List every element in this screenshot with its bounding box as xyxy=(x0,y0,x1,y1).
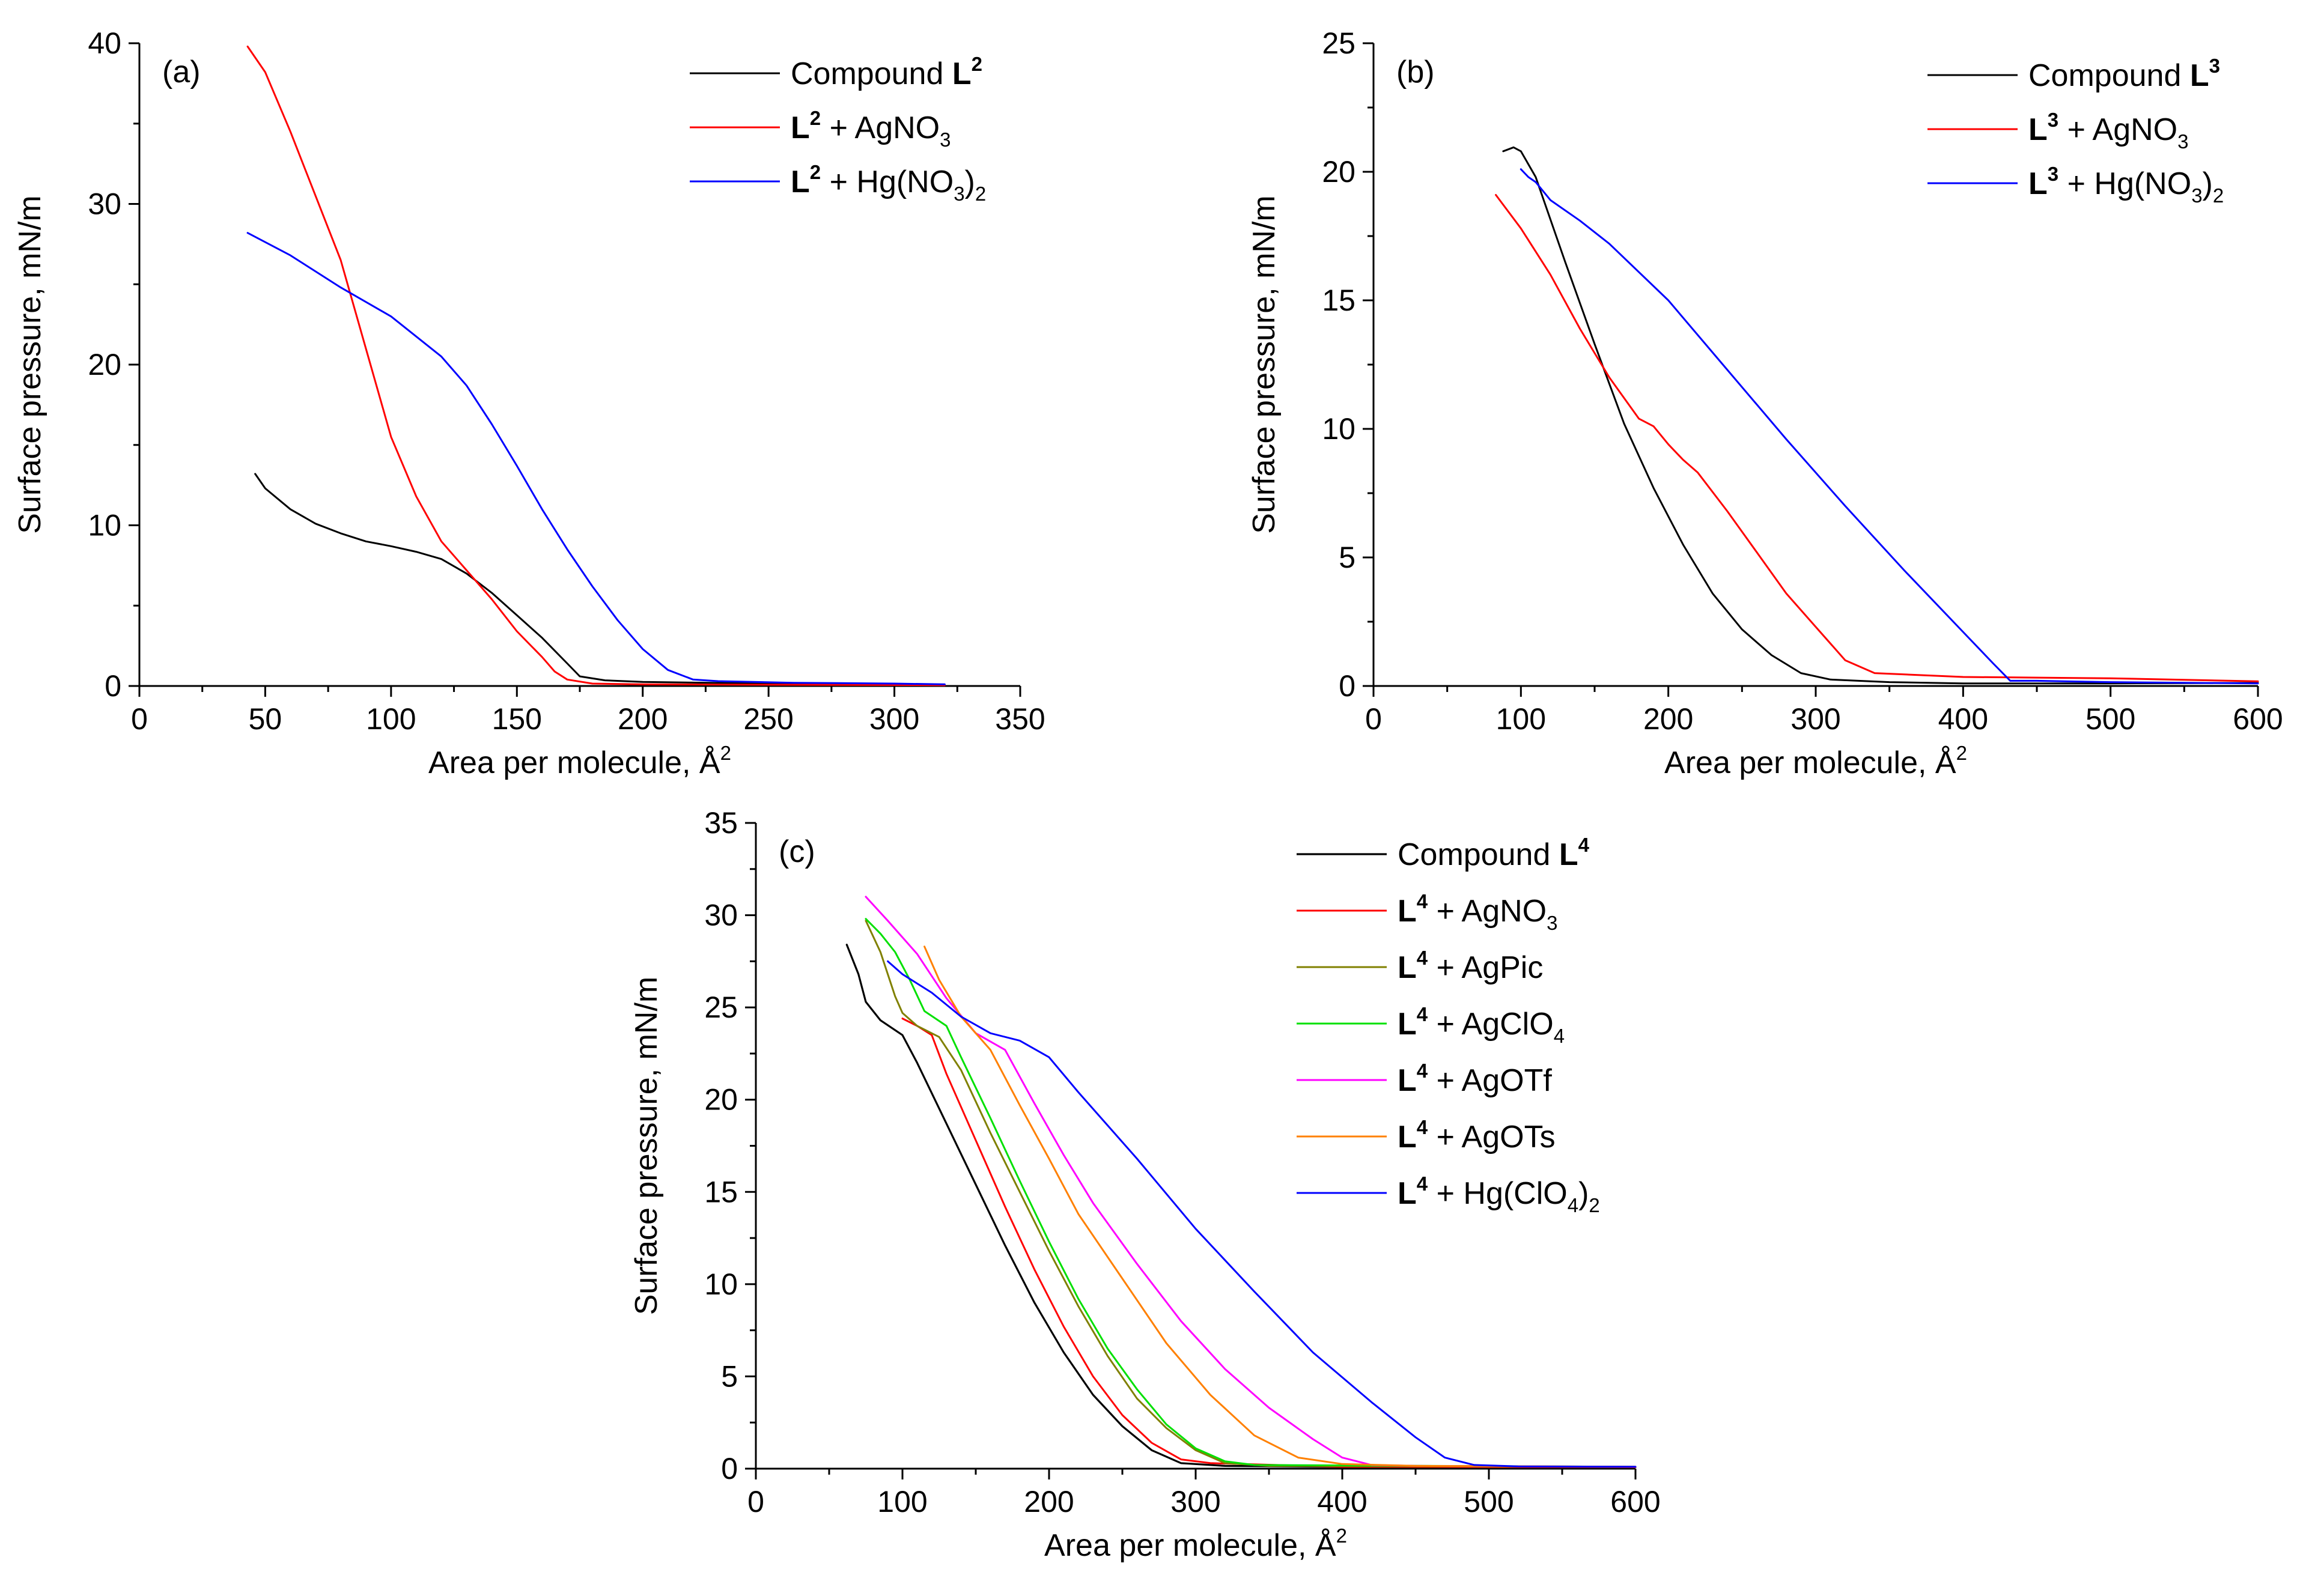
legend-label: L3 + AgNO3 xyxy=(2028,109,2188,153)
x-axis-label: Area per molecule, Å2 xyxy=(428,742,731,780)
x-tick-label: 150 xyxy=(492,702,542,736)
series-line-1 xyxy=(845,944,1637,1469)
y-axis-label: Surface pressure, mN/m xyxy=(1247,195,1282,534)
series-line-4 xyxy=(865,918,1637,1468)
x-tick-label: 0 xyxy=(747,1485,764,1519)
x-tick-label: 50 xyxy=(249,702,282,736)
y-tick-label: 40 xyxy=(88,26,121,60)
y-tick-label: 20 xyxy=(704,1083,738,1117)
y-tick-label: 20 xyxy=(1322,155,1355,189)
legend-label: Compound L4 xyxy=(1398,834,1590,872)
panel-b-chart: 0 100 200 300 400 500 600 0 5 10 15 20 25 Area per mo… xyxy=(1247,26,2283,780)
x-tick-label: 100 xyxy=(1496,702,1546,736)
x-tick-label: 0 xyxy=(1365,702,1382,736)
legend-label: L4 + AgOTf xyxy=(1398,1060,1552,1098)
y-tick-label: 0 xyxy=(105,669,121,703)
x-tick-label: 400 xyxy=(1938,702,1988,736)
x-tick-label: 300 xyxy=(1790,702,1840,736)
y-tick-label: 0 xyxy=(721,1452,738,1485)
y-tick-label: 10 xyxy=(704,1267,738,1301)
x-tick-label: 200 xyxy=(1024,1485,1074,1519)
legend-label: Compound L2 xyxy=(791,53,982,91)
x-tick-label: 250 xyxy=(743,702,793,736)
x-axis-label: Area per molecule, Å2 xyxy=(1664,742,1967,780)
legend-label: L3 + Hg(NO3)2 xyxy=(2028,163,2224,207)
y-tick-label: 25 xyxy=(1322,26,1355,60)
x-tick-label: 600 xyxy=(1610,1485,1660,1519)
y-tick-label: 15 xyxy=(1322,284,1355,317)
x-tick-label: 100 xyxy=(877,1485,927,1519)
legend-label: L4 + Hg(ClO4)2 xyxy=(1398,1173,1600,1216)
series-line-5 xyxy=(865,896,1637,1468)
y-tick-label: 10 xyxy=(1322,412,1355,446)
y-tick-label: 20 xyxy=(88,348,121,381)
legend-label: Compound L3 xyxy=(2028,55,2220,93)
x-tick-label: 100 xyxy=(366,702,416,736)
series-line-3 xyxy=(246,232,946,685)
y-axis-label: Surface pressure, mN/m xyxy=(629,977,664,1315)
y-tick-label: 5 xyxy=(721,1359,738,1393)
y-tick-label: 5 xyxy=(1339,541,1355,574)
x-tick-label: 300 xyxy=(1170,1485,1220,1519)
y-tick-label: 25 xyxy=(704,991,738,1024)
series-line-3 xyxy=(865,920,1637,1468)
series-line-2 xyxy=(901,1018,1637,1468)
x-tick-label: 200 xyxy=(618,702,668,736)
x-axis-label: Area per molecule, Å2 xyxy=(1044,1525,1347,1563)
x-tick-label: 350 xyxy=(995,702,1045,736)
legend-label: L2 + Hg(NO3)2 xyxy=(791,161,986,205)
legend-label: L2 + AgNO3 xyxy=(791,107,951,151)
y-axis-label: Surface pressure, mN/m xyxy=(13,195,47,534)
y-tick-label: 30 xyxy=(704,899,738,932)
y-tick-label: 15 xyxy=(704,1175,738,1209)
series-line-6 xyxy=(923,945,1637,1468)
series-line-2 xyxy=(1495,194,2259,682)
y-tick-label: 35 xyxy=(704,806,738,840)
panel-a-chart: 0 50 100 150 200 250 300 350 0 10 20 30 40 Area per m… xyxy=(13,26,1045,780)
x-tick-label: 0 xyxy=(131,702,148,736)
legend-label: L4 + AgOTs xyxy=(1398,1116,1556,1155)
legend-label: L4 + AgClO4 xyxy=(1398,1003,1565,1047)
y-tick-label: 10 xyxy=(88,509,121,542)
series-line-1 xyxy=(254,473,946,686)
legend-label: L4 + AgNO3 xyxy=(1398,890,1557,934)
series-line-3 xyxy=(1520,168,2259,685)
legend-label: L4 + AgPic xyxy=(1398,947,1543,985)
x-tick-label: 500 xyxy=(1464,1485,1514,1519)
panel-label: (a) xyxy=(162,55,201,90)
x-tick-label: 600 xyxy=(2233,702,2283,736)
x-tick-label: 500 xyxy=(2085,702,2135,736)
x-tick-label: 400 xyxy=(1317,1485,1367,1519)
y-tick-label: 0 xyxy=(1339,669,1355,703)
series-line-2 xyxy=(246,45,946,687)
panel-c-chart: 0 100 200 300 400 500 600 0 5 10 15 20 25 30 35 Area pe… xyxy=(629,806,1661,1563)
panel-label: (c) xyxy=(779,834,815,869)
y-tick-label: 30 xyxy=(88,187,121,221)
x-tick-label: 200 xyxy=(1643,702,1693,736)
series-line-1 xyxy=(1502,146,2259,685)
x-tick-label: 300 xyxy=(869,702,919,736)
panel-label: (b) xyxy=(1396,55,1435,90)
series-line-7 xyxy=(887,960,1637,1468)
